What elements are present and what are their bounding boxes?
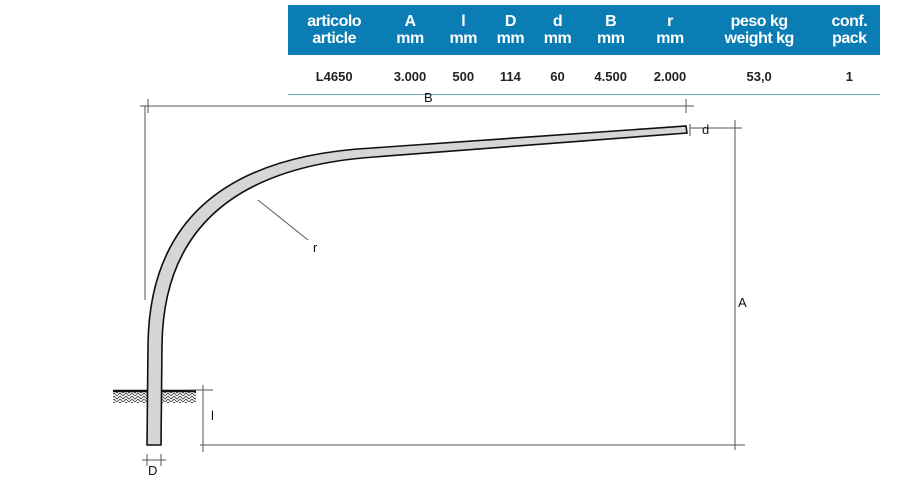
dimension-lines xyxy=(140,99,745,466)
col-d: d mm xyxy=(533,5,582,55)
col-r: r mm xyxy=(640,5,700,55)
label-l: l xyxy=(211,408,214,423)
pole-shape xyxy=(146,125,688,446)
col-l: l mm xyxy=(439,5,487,55)
label-B: B xyxy=(424,90,433,105)
col-pack: conf. pack xyxy=(818,5,880,55)
label-D: D xyxy=(148,463,157,478)
col-weight: peso kg weight kg xyxy=(699,5,819,55)
label-d: d xyxy=(702,122,709,137)
table-row: L4650 3.000 500 114 60 4.500 2.000 53,0 … xyxy=(288,55,880,95)
label-A: A xyxy=(738,295,747,310)
col-article: articolo article xyxy=(288,5,381,55)
label-r: r xyxy=(313,240,318,255)
